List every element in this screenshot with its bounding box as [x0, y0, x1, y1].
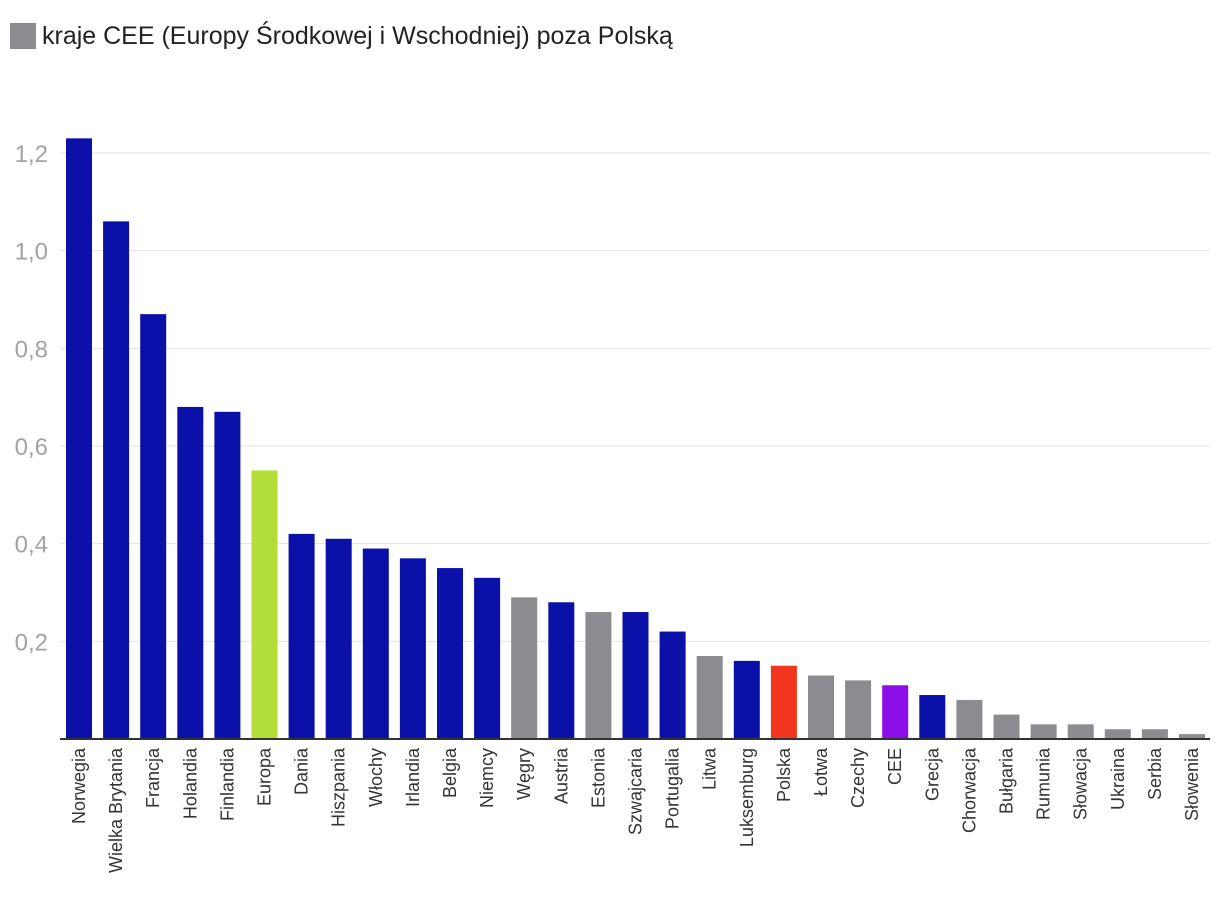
- x-tick-label: Niemcy: [477, 748, 497, 808]
- x-tick-label: Polska: [774, 747, 794, 802]
- x-tick-label: Dania: [292, 747, 312, 795]
- x-tick-label: Norwegia: [69, 747, 89, 824]
- bar: [251, 470, 278, 739]
- bar: [956, 699, 983, 739]
- bar: [548, 602, 575, 739]
- y-axis-ticks: 0,2 0,4 0,6 0,8 1,0 1,2: [15, 141, 48, 656]
- x-tick-label: Estonia: [588, 747, 608, 808]
- x-tick-label: Irlandia: [403, 747, 423, 807]
- y-tick-label: 1,0: [15, 239, 48, 266]
- bar: [585, 612, 612, 739]
- bar: [1141, 729, 1168, 739]
- bar: [399, 558, 426, 739]
- x-tick-label: Austria: [551, 747, 571, 804]
- bar: [659, 631, 686, 739]
- x-tick-label: Szwajcaria: [626, 747, 646, 835]
- legend: kraje CEE (Europy Środkowej i Wschodniej…: [10, 20, 673, 52]
- x-tick-label: Europa: [255, 747, 275, 806]
- bar: [1067, 724, 1094, 739]
- bar: [993, 714, 1020, 739]
- x-tick-label: Belgia: [440, 747, 460, 798]
- bar: [288, 533, 315, 739]
- bar: [882, 685, 909, 739]
- x-tick-label: Finlandia: [217, 747, 237, 821]
- x-tick-label: Bułgaria: [997, 747, 1017, 814]
- bar: [362, 548, 389, 739]
- x-tick-label: Francja: [143, 747, 163, 808]
- x-tick-label: CEE: [885, 748, 905, 785]
- x-tick-label: Luksemburg: [737, 748, 757, 847]
- y-tick-label: 0,4: [15, 532, 48, 559]
- bar: [437, 568, 463, 739]
- bars: [66, 138, 1205, 740]
- y-tick-label: 0,6: [15, 434, 48, 461]
- bar: [214, 411, 241, 739]
- x-tick-label: Litwa: [700, 747, 720, 790]
- bar: [103, 221, 130, 739]
- x-tick-label: Hiszpania: [329, 747, 349, 827]
- x-tick-label: Grecja: [922, 747, 942, 801]
- bar: [511, 597, 538, 739]
- bar: [474, 577, 501, 739]
- x-tick-label: Portugalia: [663, 747, 683, 829]
- x-tick-label: Serbia: [1145, 747, 1165, 800]
- bar: [696, 655, 723, 739]
- bar: [622, 612, 649, 739]
- x-tick-label: Słowacja: [1071, 747, 1091, 820]
- bar: [1104, 729, 1131, 739]
- bar: [733, 660, 760, 739]
- bar: [770, 665, 797, 739]
- y-tick-label: 0,8: [15, 336, 48, 363]
- bar: [808, 675, 834, 739]
- legend-label: kraje CEE (Europy Środkowej i Wschodniej…: [42, 21, 673, 50]
- bar: [66, 138, 92, 740]
- bar: [325, 538, 352, 739]
- x-tick-label: Wielka Brytania: [106, 747, 126, 873]
- bar: [919, 695, 946, 739]
- x-tick-label: Holandia: [180, 747, 200, 819]
- bar: [845, 680, 872, 739]
- x-tick-label: Czechy: [848, 748, 868, 808]
- y-tick-label: 1,2: [15, 141, 48, 168]
- bar: [1179, 734, 1205, 739]
- x-tick-label: Ukraina: [1108, 747, 1128, 810]
- x-tick-label: Rumunia: [1034, 747, 1054, 820]
- x-axis-labels: Norwegia Wielka Brytania Francja Holandia Fi…: [69, 747, 1202, 873]
- x-tick-label: Łotwa: [811, 747, 831, 796]
- legend-swatch: [10, 23, 36, 49]
- bar: [140, 314, 167, 739]
- bar: [1030, 724, 1057, 739]
- y-tick-label: 0,2: [15, 629, 48, 656]
- x-tick-label: Węgry: [514, 748, 534, 800]
- x-tick-label: Włochy: [366, 748, 386, 807]
- bar: [177, 406, 204, 739]
- x-tick-label: Chorwacja: [959, 747, 979, 833]
- x-tick-label: Słowenia: [1182, 747, 1202, 821]
